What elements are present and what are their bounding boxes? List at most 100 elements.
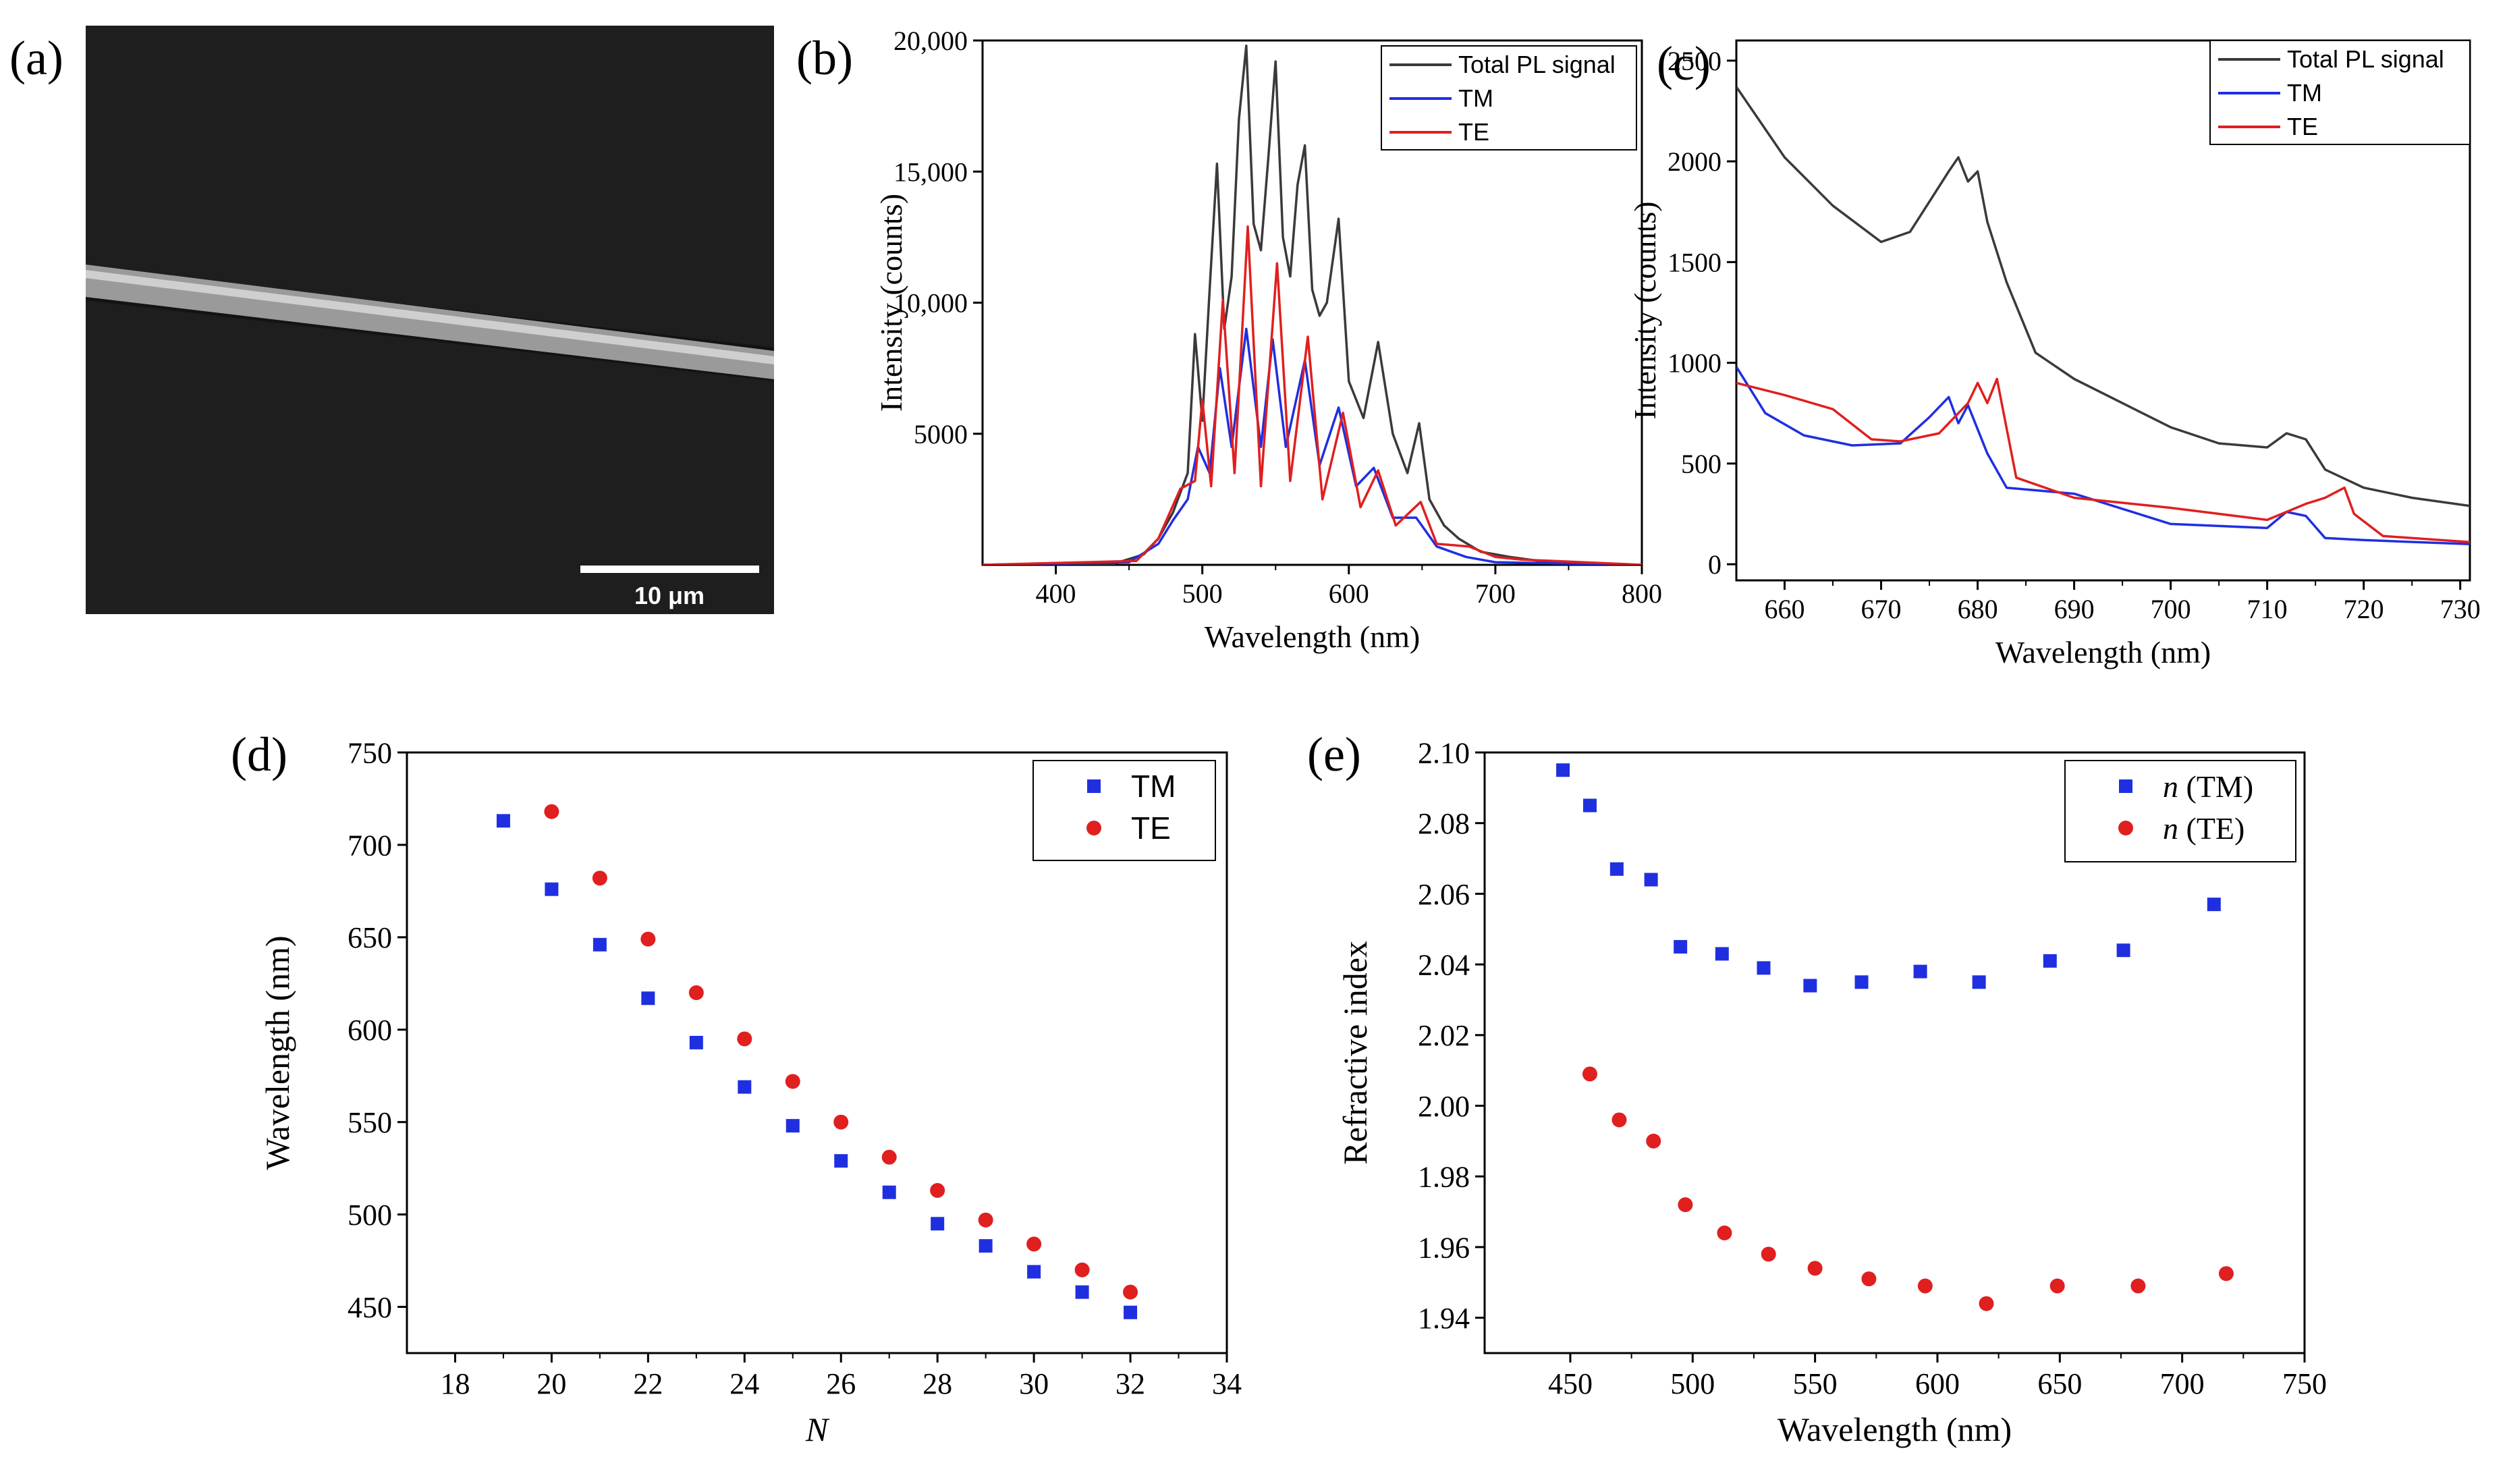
y-tick-label: 600 (348, 1014, 392, 1047)
point-te (785, 1074, 800, 1089)
x-tick-label: 670 (1861, 594, 1902, 624)
plot-area (983, 45, 1642, 565)
y-axis-label: Intensity (counts) (1628, 201, 1662, 419)
y-tick-label: 10,000 (893, 288, 968, 319)
x-axis-label: Wavelength (nm) (1995, 635, 2211, 669)
x-tick-label: 20 (536, 1367, 566, 1400)
chart-d: 18 20 22 24 26 28 30 32 34 450 500 550 600 650 700 750 N… (258, 736, 1242, 1448)
point-te (1074, 1262, 1090, 1277)
x-tick-label: 700 (1475, 578, 1516, 609)
y-tick-label: 2000 (1668, 146, 1721, 177)
x-axis-label: N (805, 1410, 830, 1448)
point-te (544, 804, 559, 819)
legend-box (1032, 760, 1216, 861)
point-tm (593, 937, 607, 952)
point-n-te- (1807, 1261, 1823, 1276)
x-tick-label: 720 (2344, 594, 2384, 624)
point-te (640, 931, 656, 947)
point-n-tm- (1715, 947, 1729, 961)
point-te (1026, 1236, 1042, 1252)
y-tick-label: 0 (1708, 549, 1721, 580)
legend-label-n-tm-: n (TM) (2163, 769, 2253, 804)
x-tick-label: 600 (1329, 578, 1369, 609)
legend-label-total-pl-signal: Total PL signal (2287, 45, 2444, 73)
point-n-tm- (1803, 979, 1817, 993)
plot-frame (406, 751, 1228, 1354)
point-tm (931, 1217, 945, 1231)
panel-c-label: (c) (1657, 36, 1711, 90)
x-tick-label: 800 (1622, 578, 1662, 609)
chart-e: 450 500 550 600 650 700 750 1.94 1.96 1.98 2.00 2.0… (1336, 736, 2327, 1448)
point-tm (1075, 1285, 1089, 1299)
legend-box (2064, 760, 2296, 862)
point-n-tm- (1674, 939, 1688, 954)
legend-marker-te (1086, 821, 1101, 835)
point-tm (1124, 1305, 1138, 1319)
x-tick-label: 34 (1212, 1367, 1242, 1400)
point-te (978, 1212, 993, 1228)
point-n-tm- (1556, 763, 1570, 777)
scale-bar (580, 566, 759, 573)
point-te (833, 1114, 849, 1130)
series-line-total-pl-signal (1736, 86, 2470, 507)
y-tick-label: 1000 (1668, 348, 1721, 379)
point-n-te- (1761, 1246, 1776, 1262)
x-tick-label: 400 (1036, 578, 1076, 609)
series-line-total-pl-signal (983, 45, 1642, 565)
x-tick-label: 750 (2282, 1367, 2327, 1400)
y-tick-label: 650 (348, 921, 392, 954)
legend-label-te: TE (2287, 113, 2318, 140)
y-tick-label: 2.00 (1418, 1090, 1470, 1123)
point-n-te- (1611, 1112, 1627, 1128)
point-tm (979, 1239, 993, 1253)
y-tick-label: 15,000 (893, 157, 968, 187)
y-tick-label: 450 (348, 1291, 392, 1324)
point-te (737, 1031, 752, 1047)
y-tick-label: 2.08 (1418, 807, 1470, 840)
point-n-te- (2130, 1278, 2146, 1294)
y-tick-label: 20,000 (893, 26, 968, 56)
plot-frame (1735, 39, 2471, 582)
panel-a: (a) 10 μm (9, 26, 774, 614)
point-tm (1027, 1265, 1041, 1279)
y-tick-label: 550 (348, 1106, 392, 1139)
x-tick-label: 24 (729, 1367, 759, 1400)
point-n-te- (2049, 1278, 2065, 1294)
point-n-tm- (2043, 954, 2057, 968)
x-tick-label: 650 (2037, 1367, 2082, 1400)
point-te (881, 1149, 897, 1165)
plot-area (1736, 86, 2470, 546)
x-tick-label: 660 (1765, 594, 1805, 624)
y-tick-label: 1500 (1668, 247, 1721, 277)
x-tick-label: 450 (1548, 1367, 1593, 1400)
legend-label-total-pl-signal: Total PL signal (1458, 51, 1616, 78)
legend-marker-tm (1087, 779, 1101, 793)
panel-d-label: (d) (231, 727, 287, 781)
series-line-tm (983, 327, 1642, 565)
x-tick-label: 730 (2440, 594, 2481, 624)
x-tick-label: 26 (826, 1367, 856, 1400)
point-n-tm- (1609, 862, 1624, 876)
x-tick-label: 30 (1019, 1367, 1049, 1400)
point-n-te- (1678, 1197, 1693, 1213)
legend: Total PL signal TM TE (2209, 40, 2471, 145)
point-n-tm- (1644, 873, 1658, 887)
x-axis-label: Wavelength (nm) (1205, 620, 1420, 654)
legend-marker-n-te- (2118, 821, 2133, 835)
y-tick-label: 2.04 (1418, 949, 1470, 982)
y-tick-label: 5000 (914, 419, 968, 449)
y-tick-label: 2.02 (1418, 1019, 1470, 1052)
x-tick-label: 18 (440, 1367, 470, 1400)
y-tick-label: 500 (348, 1199, 392, 1232)
point-n-te- (1582, 1066, 1597, 1082)
panel-a-label: (a) (9, 31, 63, 85)
y-tick-label: 1.96 (1418, 1231, 1470, 1264)
legend-label-te: TE (1458, 118, 1489, 146)
y-axis-label: Intensity (counts) (874, 194, 908, 412)
y-tick-label: 700 (348, 829, 392, 862)
point-tm (738, 1080, 752, 1094)
x-tick-label: 500 (1670, 1367, 1715, 1400)
x-tick-label: 680 (1958, 594, 1998, 624)
point-n-te- (1861, 1271, 1877, 1287)
y-tick-label: 2.10 (1418, 736, 1470, 769)
